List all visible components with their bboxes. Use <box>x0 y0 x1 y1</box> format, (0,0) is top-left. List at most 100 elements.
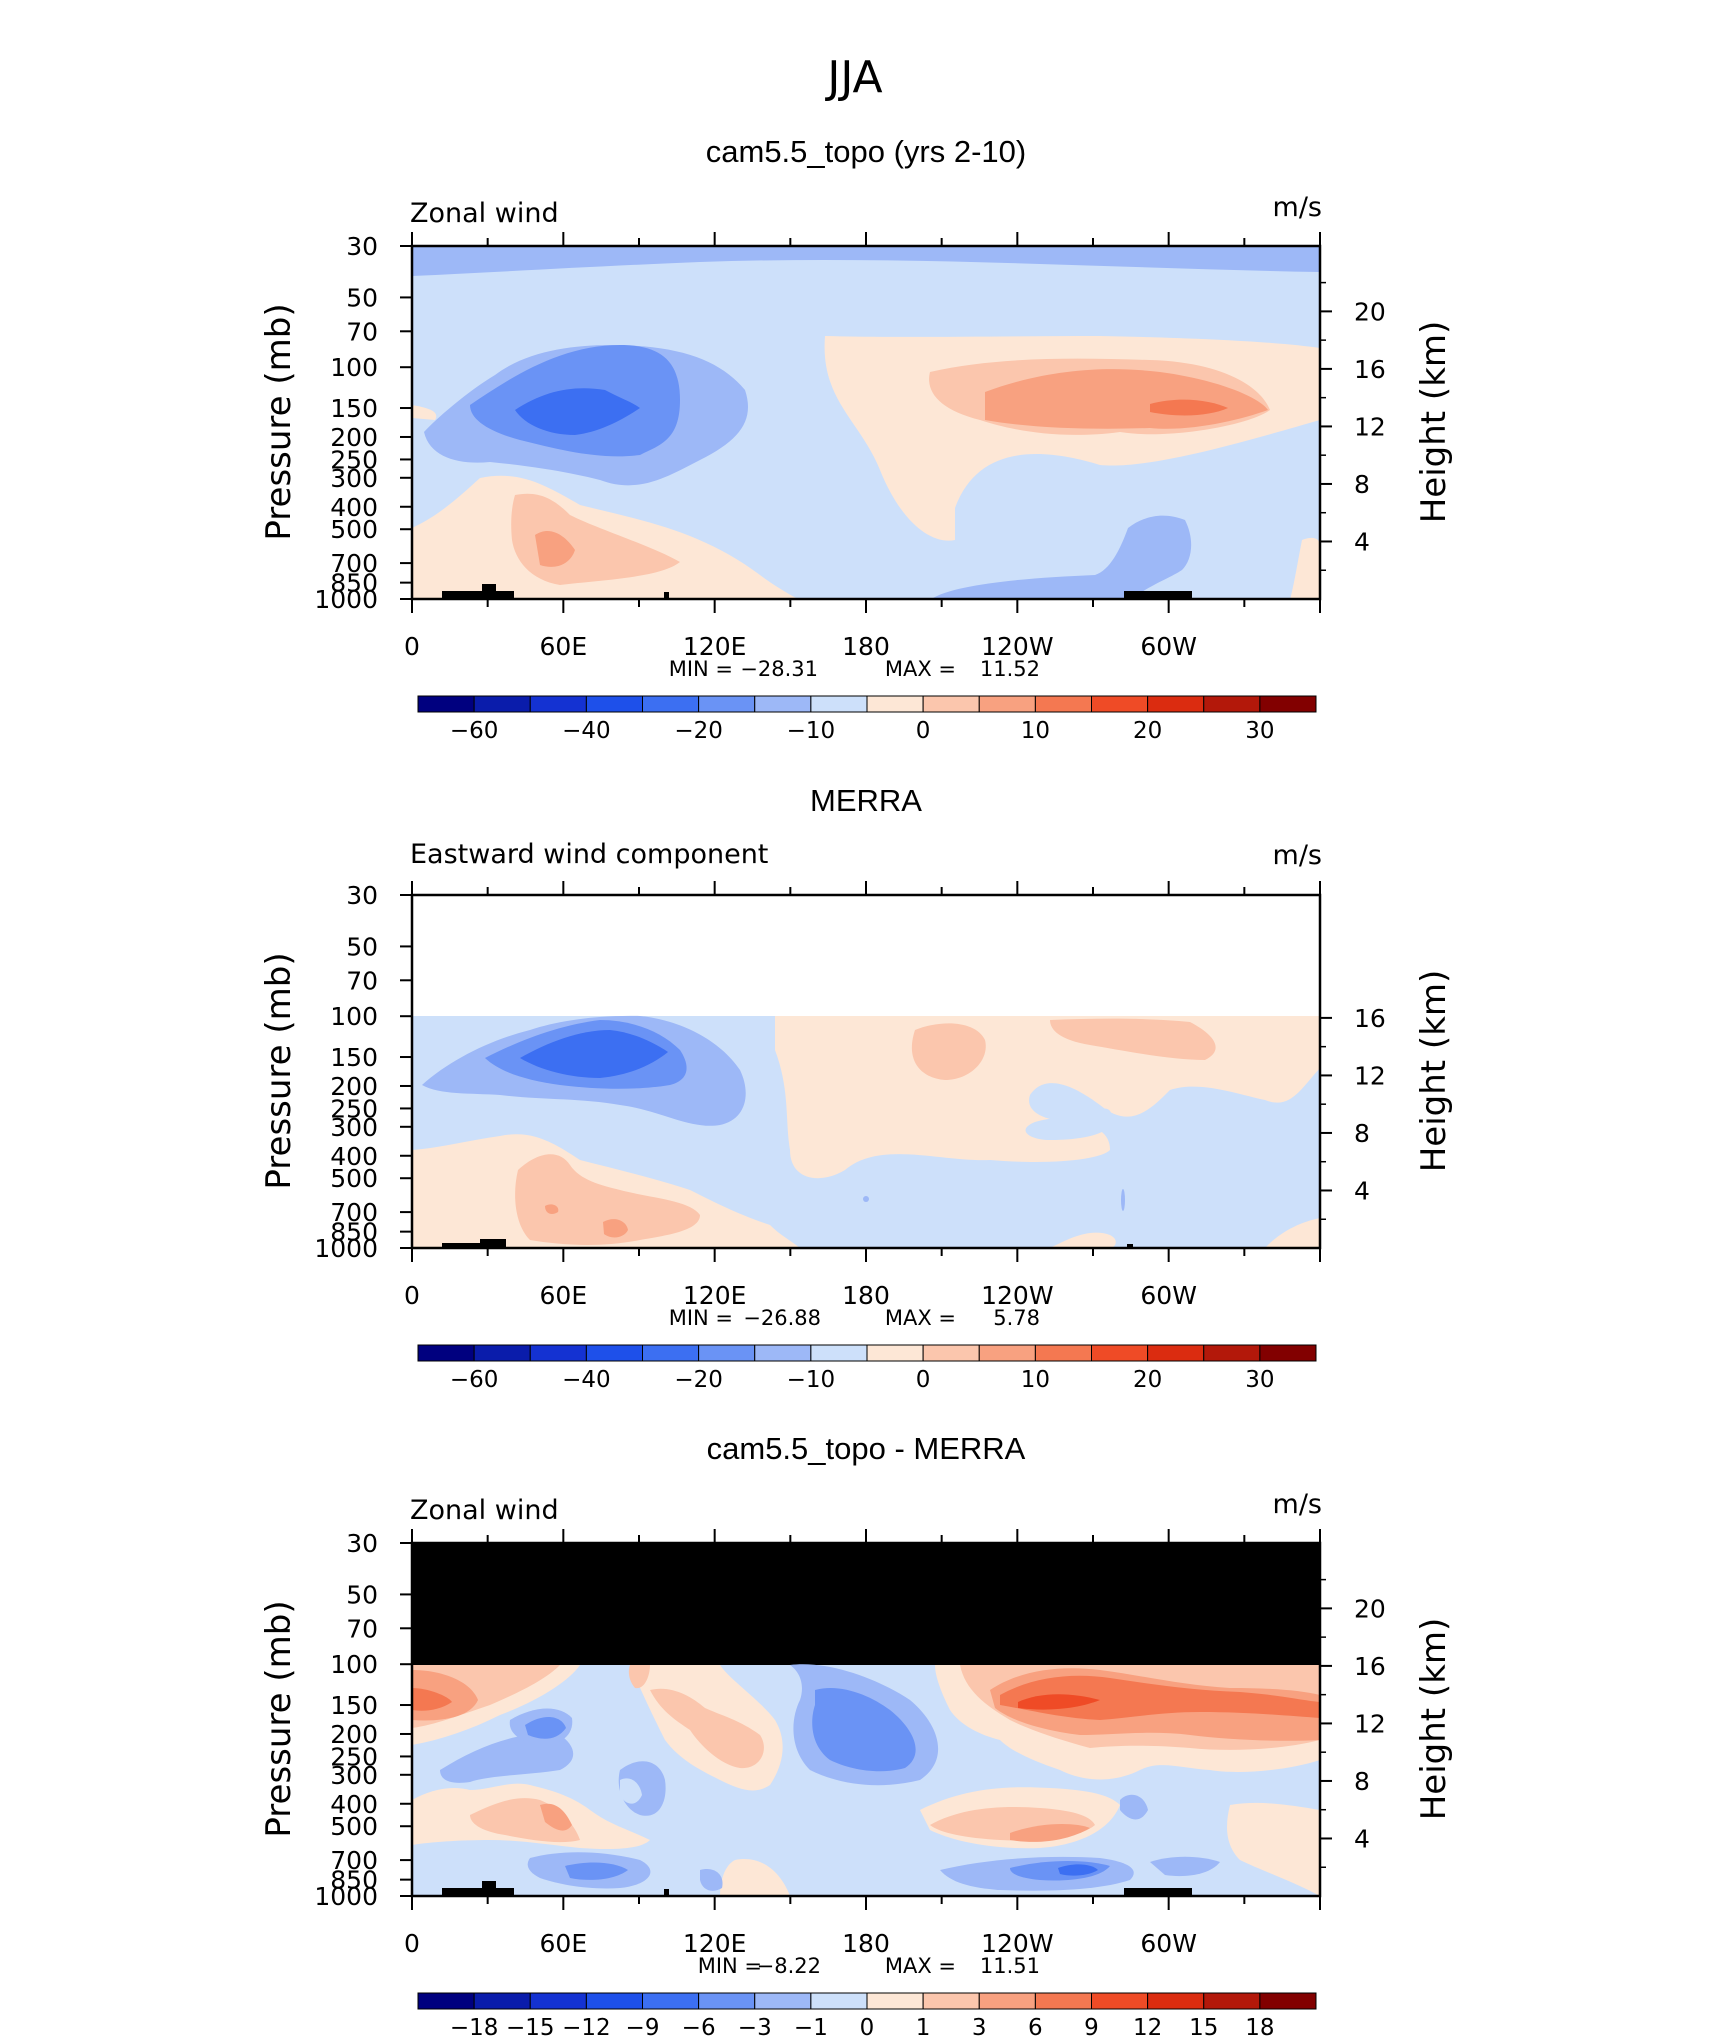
y-tick-label: 300 <box>330 464 378 493</box>
colorbar-label: −10 <box>787 718 836 744</box>
colorbar-label: 30 <box>1245 1367 1274 1393</box>
colorbar-swatch <box>1034 1344 1092 1362</box>
y-tick-label: 300 <box>330 1761 378 1790</box>
colorbar-swatch <box>698 1992 756 2010</box>
x-tick-label: 120W <box>981 1281 1053 1310</box>
y-tick-label: 150 <box>330 1691 378 1720</box>
max-label: MAX = <box>885 1306 956 1330</box>
y-tick-label: 200 <box>330 1072 378 1101</box>
y-tick-label: 1000 <box>314 1234 378 1263</box>
colorbar-label: −10 <box>787 1367 836 1393</box>
panel-merra-units: m/s <box>1273 840 1322 871</box>
colorbar-swatch <box>866 1344 924 1362</box>
colorbar-swatch <box>585 695 643 713</box>
max-label: MAX = <box>885 1954 956 1978</box>
panel-merra-colorbar: −60 −40 −20 −10 0 10 20 30 <box>417 1344 1317 1393</box>
colorbar-label: 1 <box>916 2015 931 2038</box>
y-tick-label: 1000 <box>314 585 378 614</box>
colorbar-swatch <box>866 695 924 713</box>
min-value: −8.22 <box>757 1954 821 1978</box>
right-tick-label: 8 <box>1354 470 1370 499</box>
y-tick-label: 70 <box>346 966 378 995</box>
right-tick-label: 12 <box>1354 1709 1386 1738</box>
colorbar-swatch <box>1259 1992 1317 2010</box>
colorbar-swatch <box>1203 695 1261 713</box>
y-tick-label: 30 <box>346 881 378 910</box>
panel-difference-variable-label: Zonal wind <box>410 1495 559 1526</box>
colorbar-label: 9 <box>1084 2015 1099 2038</box>
y-tick-label: 50 <box>346 932 378 961</box>
panel-model-variable-label: Zonal wind <box>410 198 559 229</box>
y-tick-label: 70 <box>346 317 378 346</box>
max-value: 11.52 <box>980 657 1040 681</box>
y-tick-label: 850 <box>330 1866 378 1895</box>
colorbar-swatch <box>978 695 1036 713</box>
colorbar-label: 10 <box>1021 718 1050 744</box>
colorbar-label: 15 <box>1189 2015 1218 2038</box>
panel-model-units: m/s <box>1273 192 1322 223</box>
x-tick-label: 0 <box>404 1929 420 1958</box>
colorbar-swatch <box>754 695 812 713</box>
colorbar-swatch <box>922 1992 980 2010</box>
colorbar-swatch <box>1147 1992 1205 2010</box>
y-tick-label: 400 <box>330 1790 378 1819</box>
y-tick-label: 300 <box>330 1113 378 1142</box>
panel-difference-ylabel: Pressure (mb) <box>259 1600 299 1837</box>
y-tick-label: 100 <box>330 1002 378 1031</box>
y-tick-label: 850 <box>330 569 378 598</box>
colorbar-swatch <box>922 1344 980 1362</box>
y-tick-label: 250 <box>330 1742 378 1771</box>
colorbar-swatch <box>1203 1992 1261 2010</box>
colorbar-swatch <box>1259 695 1317 713</box>
panel-merra-topography <box>442 1239 1133 1248</box>
colorbar-label: 12 <box>1133 2015 1162 2038</box>
colorbar-swatch <box>810 695 868 713</box>
panel-merra-field <box>412 895 1320 1248</box>
right-tick-label: 4 <box>1354 527 1370 556</box>
panel-model-title: cam5.5_topo (yrs 2-10) <box>706 134 1026 169</box>
colorbar-swatch <box>1259 1344 1317 1362</box>
min-label: MIN = <box>698 1954 762 1978</box>
right-tick-label: 12 <box>1354 412 1386 441</box>
panel-difference-colorbar: −18 −15 −12 −9 −6 −3 −1 0 1 3 6 9 12 15 18 <box>417 1992 1317 2038</box>
colorbar-swatch <box>1091 1992 1149 2010</box>
y-tick-label: 150 <box>330 394 378 423</box>
panel-difference-title: cam5.5_topo - MERRA <box>707 1431 1026 1466</box>
x-tick-label: 180 <box>842 1929 890 1958</box>
colorbar-label: −40 <box>562 1367 611 1393</box>
x-tick-label: 60W <box>1140 1281 1197 1310</box>
x-tick-label: 120W <box>981 1929 1053 1958</box>
panel-difference-field <box>412 1543 1320 1896</box>
right-tick-label: 16 <box>1354 1652 1386 1681</box>
colorbar-swatch <box>417 1344 475 1362</box>
right-tick-label: 4 <box>1354 1824 1370 1853</box>
min-label: MIN = <box>669 1306 733 1330</box>
min-label: MIN = <box>669 657 733 681</box>
colorbar-swatch <box>698 1344 756 1362</box>
panel-model-field <box>412 246 1320 599</box>
x-tick-label: 60E <box>540 632 588 661</box>
colorbar-swatch <box>642 695 700 713</box>
colorbar-swatch <box>585 1344 643 1362</box>
colorbar-swatch <box>642 1344 700 1362</box>
y-tick-label: 150 <box>330 1043 378 1072</box>
colorbar-label: −20 <box>674 1367 723 1393</box>
x-tick-label: 0 <box>404 1281 420 1310</box>
colorbar-swatch <box>754 1344 812 1362</box>
y-tick-label: 70 <box>346 1614 378 1643</box>
colorbar-swatch <box>1147 1344 1205 1362</box>
panel-difference-units: m/s <box>1273 1489 1322 1520</box>
colorbar-label: −18 <box>450 2015 499 2038</box>
panel-merra-title: MERRA <box>810 783 922 818</box>
x-tick-label: 60E <box>540 1929 588 1958</box>
y-tick-label: 50 <box>346 283 378 312</box>
panel-merra-ylabel-right: Height (km) <box>1414 970 1454 1173</box>
x-tick-label: 120E <box>683 1929 747 1958</box>
panel-model-stats: MIN = −28.31 MAX = 11.52 <box>669 657 1040 681</box>
x-tick-label: 120W <box>981 632 1053 661</box>
colorbar-label: 0 <box>916 1367 931 1393</box>
y-tick-label: 1000 <box>314 1882 378 1911</box>
colorbar-label: −9 <box>626 2015 660 2038</box>
